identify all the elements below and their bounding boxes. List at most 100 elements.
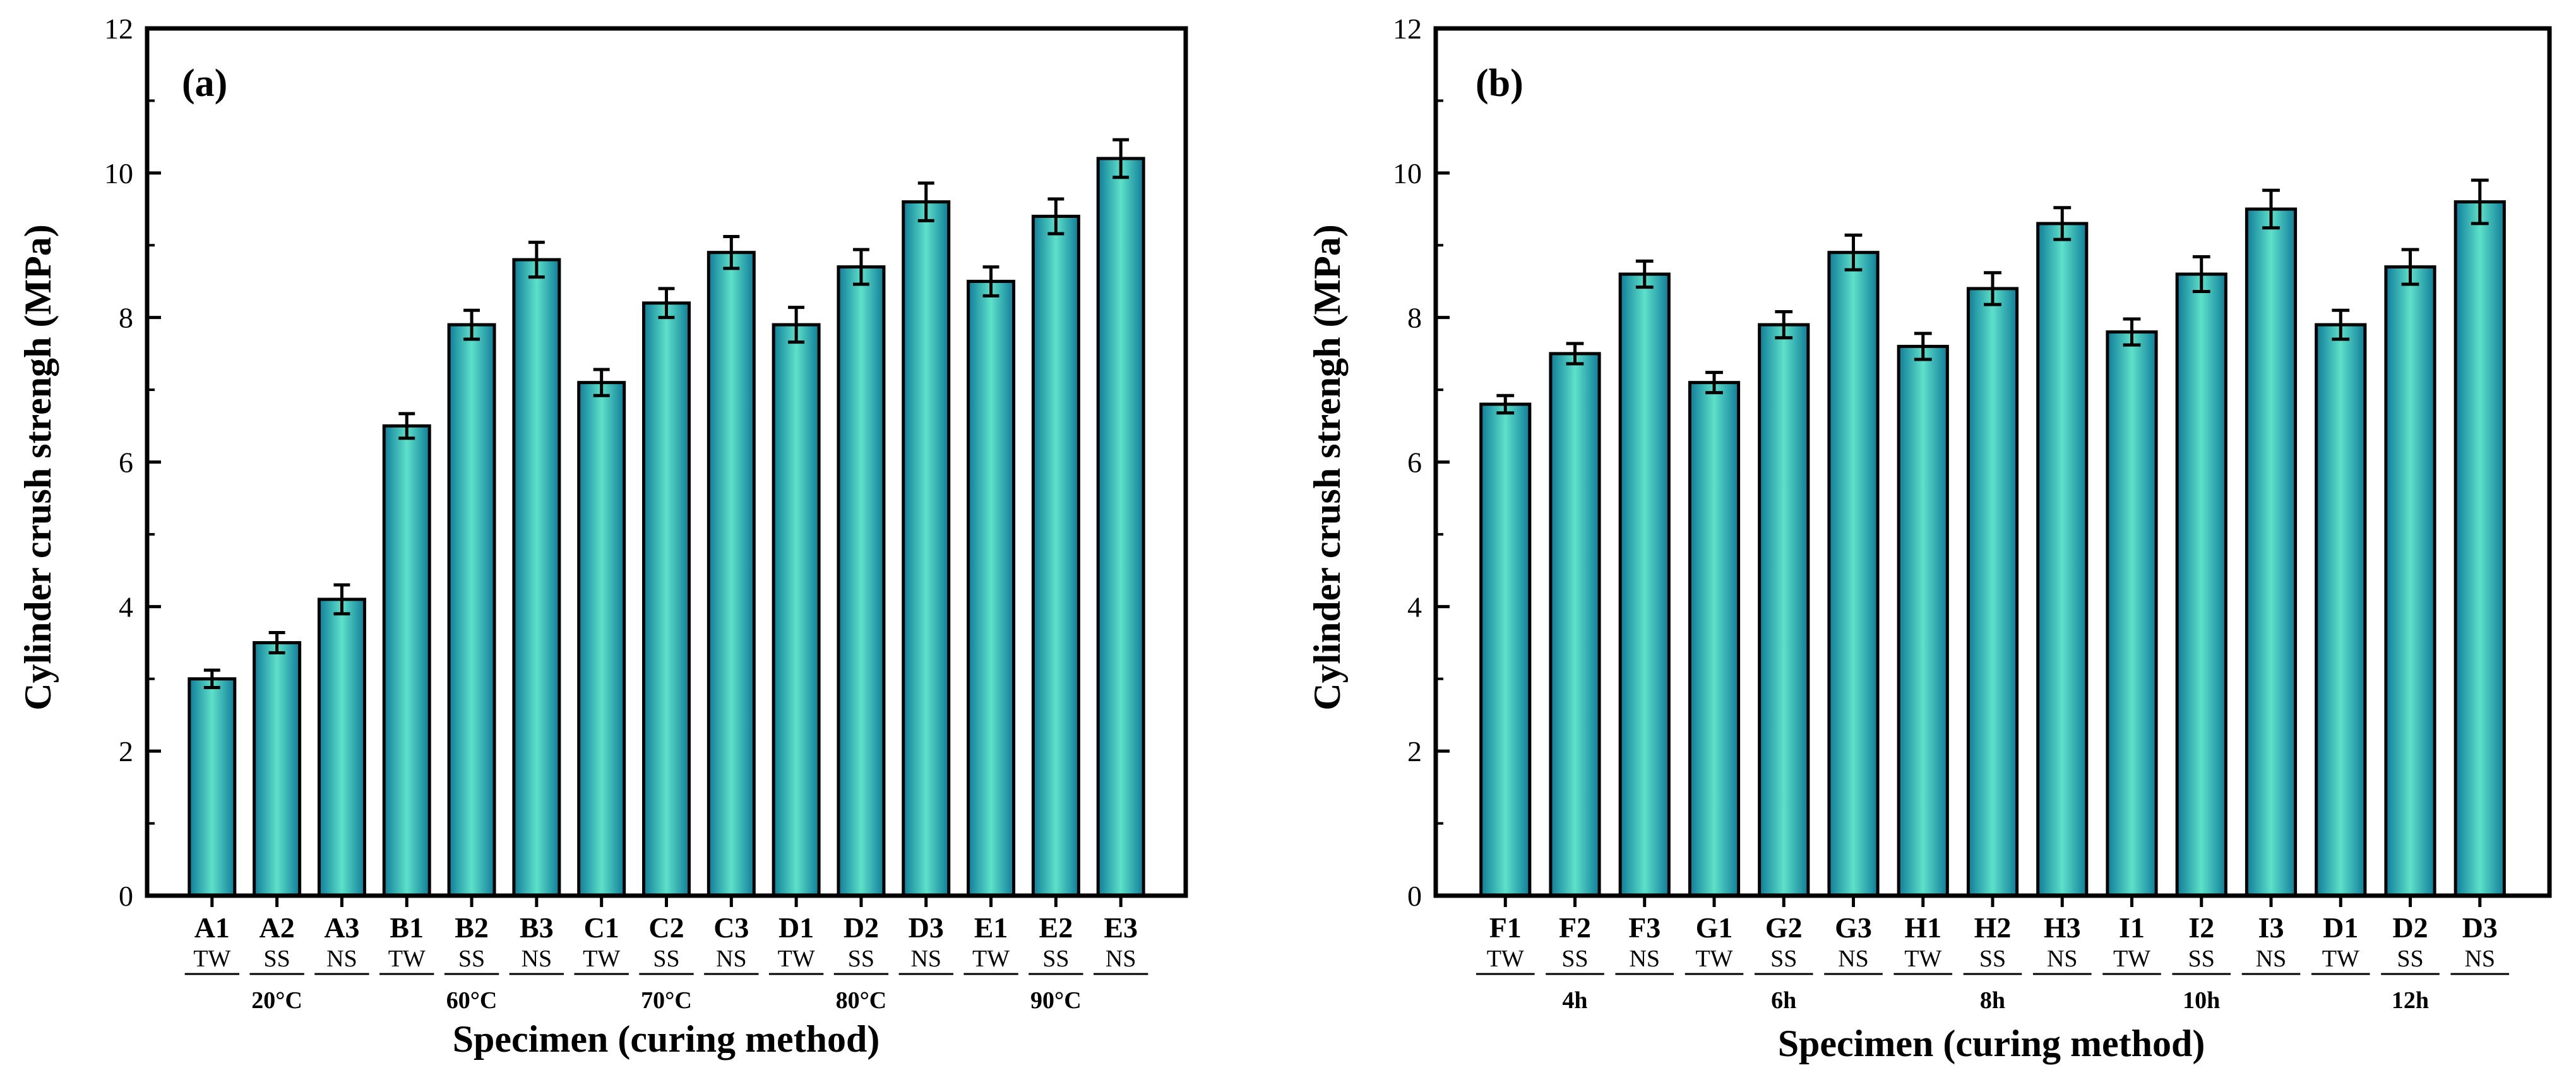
method-label-b: SS [2188, 946, 2215, 972]
group-label-b: 4h [1562, 987, 1587, 1014]
method-label-a: SS [263, 946, 290, 972]
x-tick-label-a: E2 [1039, 911, 1073, 944]
method-label-a: TW [972, 946, 1010, 972]
method-label-a: NS [1106, 946, 1136, 972]
method-label-b: SS [1979, 946, 2006, 972]
x-tick-label-a: C3 [713, 911, 749, 944]
y-tick-label-b: 8 [1407, 302, 1422, 334]
y-tick-label-a: 10 [104, 157, 133, 189]
chart-panel-b: Cylinder crush strengh (MPa) Specimen (c… [1306, 13, 2552, 1064]
method-label-b: TW [2322, 946, 2359, 972]
bar-b2-a [447, 323, 496, 898]
group-label-b: 12h [2392, 987, 2429, 1014]
x-tick-label-b: D2 [2392, 911, 2428, 944]
y-tick-label-b: 0 [1407, 880, 1422, 912]
bar-d3-a [902, 200, 951, 898]
bar-a3-a [317, 598, 366, 898]
group-label-a: 70°C [641, 987, 692, 1014]
x-tick-label-b: H3 [2044, 911, 2081, 944]
bar-g1-b [1688, 381, 1741, 898]
method-label-a: TW [388, 946, 426, 972]
y-tick-label-b: 10 [1393, 157, 1422, 189]
y-tick-label-b: 2 [1407, 735, 1422, 767]
x-tick-label-a: C1 [584, 911, 619, 944]
x-tick-label-a: B1 [390, 911, 424, 944]
chart-panel-a: Cylinder crush strengh (MPa) Specimen (c… [17, 13, 1188, 1060]
x-tick-label-b: F3 [1628, 911, 1661, 944]
bar-h3-b [2036, 222, 2089, 898]
y-tick-label-b: 6 [1407, 447, 1422, 479]
bar-f2-b [1549, 352, 1601, 898]
method-label-a: SS [458, 946, 485, 972]
x-tick-label-b: G1 [1696, 911, 1733, 944]
plot-area-a: 024681012A1TWA2SSA3NSB1TWB2SSB3NSC1TWC2S… [104, 13, 1188, 1014]
bar-c2-a [642, 301, 691, 898]
bar-i2-b [2175, 272, 2227, 898]
x-tick-label-b: H1 [1904, 911, 1941, 944]
method-label-b: NS [1838, 946, 1869, 972]
group-label-a: 80°C [836, 987, 887, 1014]
x-tick-label-b: G2 [1765, 911, 1803, 944]
method-label-a: NS [522, 946, 552, 972]
bar-e2-a [1031, 214, 1080, 898]
bar-a2-a [253, 641, 302, 898]
group-label-b: 10h [2183, 987, 2220, 1014]
method-label-a: TW [193, 946, 230, 972]
bar-g2-b [1758, 323, 1810, 898]
x-tick-label-a: D2 [844, 911, 879, 944]
method-label-a: SS [653, 946, 679, 972]
bar-d1-b [2315, 323, 2367, 898]
y-tick-label-a: 2 [119, 735, 133, 767]
x-tick-label-b: I3 [2258, 911, 2284, 944]
method-label-a: TW [583, 946, 620, 972]
group-label-a: 20°C [251, 987, 302, 1014]
method-label-b: TW [1904, 946, 1941, 972]
x-axis-title-b: Specimen (curing method) [1778, 1023, 2205, 1064]
bar-d3-b [2454, 200, 2506, 898]
x-tick-label-b: H2 [1974, 911, 2012, 944]
bar-f3-b [1618, 272, 1671, 898]
x-tick-label-a: B3 [520, 911, 554, 944]
y-tick-label-b: 12 [1393, 13, 1422, 45]
bar-c1-a [577, 381, 626, 898]
group-label-b: 6h [1771, 987, 1796, 1014]
method-label-b: SS [2397, 946, 2423, 972]
x-tick-label-b: I1 [2119, 911, 2145, 944]
y-tick-label-a: 12 [104, 13, 133, 45]
x-tick-label-a: D3 [909, 911, 944, 944]
x-tick-label-a: E3 [1104, 911, 1138, 944]
method-label-b: SS [1770, 946, 1797, 972]
bar-b3-a [512, 258, 561, 898]
method-label-b: TW [1487, 946, 1524, 972]
bar-g3-b [1827, 251, 1880, 898]
x-tick-label-b: F2 [1559, 911, 1591, 944]
method-label-a: SS [1042, 946, 1069, 972]
bar-b1-a [382, 424, 431, 898]
method-label-b: NS [2047, 946, 2078, 972]
bar-e3-a [1096, 157, 1145, 898]
x-tick-label-a: E1 [974, 911, 1008, 944]
group-label-a: 60°C [446, 987, 498, 1014]
plot-frame-a [145, 26, 1188, 898]
x-tick-label-b: D3 [2462, 911, 2498, 944]
group-label-b: 8h [1980, 987, 2005, 1014]
bar-c3-a [707, 251, 756, 898]
method-label-a: NS [326, 946, 357, 972]
panel-label-a: (a) [182, 62, 227, 105]
y-tick-label-a: 6 [119, 447, 133, 479]
bar-h2-b [1966, 287, 2019, 898]
x-tick-label-a: A1 [194, 911, 230, 944]
y-tick-label-a: 0 [119, 880, 133, 912]
method-label-b: NS [2464, 946, 2495, 972]
method-label-b: NS [1629, 946, 1660, 972]
method-label-b: TW [1695, 946, 1732, 972]
method-label-a: TW [778, 946, 815, 972]
x-tick-label-a: A2 [259, 911, 295, 944]
x-tick-label-a: C2 [648, 911, 684, 944]
plot-area-b: 024681012F1TWF2SSF3NSG1TWG2SSG3NSH1TWH2S… [1393, 13, 2552, 1014]
bar-f1-b [1479, 402, 1532, 898]
x-tick-label-b: F1 [1489, 911, 1522, 944]
bar-h1-b [1897, 344, 1949, 898]
method-label-b: SS [1561, 946, 1588, 972]
